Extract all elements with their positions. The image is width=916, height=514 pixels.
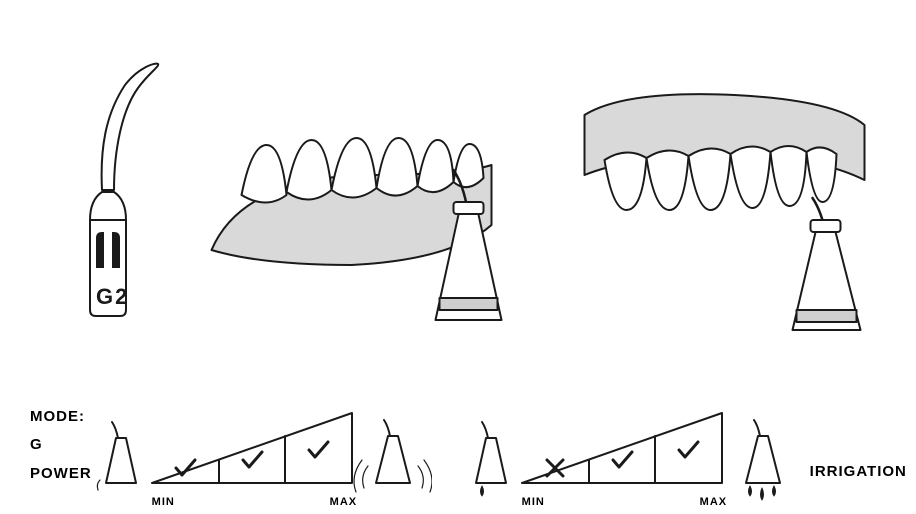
power-label: POWER bbox=[30, 460, 92, 489]
irrigation-gauge: MIN MAX bbox=[462, 388, 802, 508]
irrigation-label: IRRIGATION bbox=[802, 463, 907, 508]
scaler-tip-drawing bbox=[30, 60, 160, 320]
scaler-tip-panel: G2 bbox=[30, 60, 160, 320]
mode-label: MODE: G bbox=[30, 403, 92, 460]
mode-power-labels: MODE: G POWER bbox=[30, 403, 92, 509]
irrigation-min-label: MIN bbox=[522, 496, 545, 508]
vibration-high-icon bbox=[354, 420, 432, 492]
drip-low-icon bbox=[476, 422, 506, 496]
vibration-low-icon bbox=[97, 422, 136, 490]
irrigation-max-label: MAX bbox=[700, 496, 727, 508]
tip-label: G2 bbox=[96, 284, 129, 310]
power-gauge: MIN MAX bbox=[92, 388, 432, 508]
power-min-label: MIN bbox=[152, 496, 175, 508]
drip-high-icon bbox=[746, 420, 780, 500]
lower-jaw-panel bbox=[200, 60, 523, 340]
upper-jaw-panel bbox=[563, 60, 886, 340]
power-max-label: MAX bbox=[330, 496, 357, 508]
